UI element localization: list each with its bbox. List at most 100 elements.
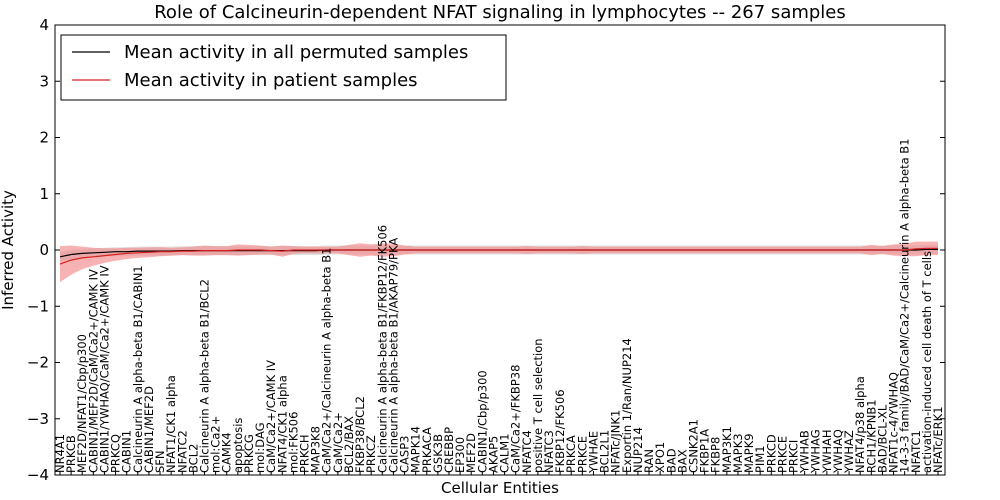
- x-tick-label: BAD: [664, 448, 678, 473]
- x-tick-label: NFAT4/CK1 alpha: [275, 375, 289, 473]
- chart-title: Role of Calcineurin-dependent NFAT signa…: [154, 2, 846, 23]
- x-tick-label: Exportin 1/Ran/NUP214: [620, 338, 634, 473]
- x-tick-label: CaM/Ca2+/Calcineurin A alpha-beta B1: [320, 248, 334, 473]
- x-tick-label: CaM/Ca2+/FKBP38: [509, 365, 523, 473]
- x-tick-label: PRKCG: [242, 434, 256, 473]
- category-labels: NR4A1PRKCBMEF2D/NFAT1/Cbp/p300CABIN1/MEF…: [53, 138, 945, 475]
- y-tick-label: 4: [39, 16, 49, 34]
- x-tick-label: YWHAQ: [831, 429, 845, 474]
- x-tick-label: YWHAH: [820, 429, 834, 474]
- x-tick-label: FKBP38/BCL2: [353, 396, 367, 473]
- x-tick-label: MAPK9: [742, 433, 756, 473]
- x-tick-label: MEF2D/NFAT1/Cbp/p300: [75, 334, 89, 473]
- x-tick-label: GSK3B: [431, 434, 445, 473]
- x-tick-label: PRKCB: [64, 435, 78, 473]
- x-tick-label: CaM/Ca2+: [331, 412, 345, 473]
- x-tick-label: EP300: [453, 437, 467, 473]
- y-tick-label: −4: [27, 466, 49, 484]
- x-tick-label: CALM1: [498, 433, 512, 473]
- x-tick-label: CaM/Ca2+/CAMK IV: [264, 360, 278, 473]
- x-tick-label: apoptosis: [231, 418, 245, 473]
- x-tick-label: NFATC3: [542, 430, 556, 473]
- x-tick-label: PRKCH: [298, 434, 312, 473]
- x-tick-label: CABIN1/YWHAQ/CaM/Ca2+/CAMK IV: [98, 265, 112, 473]
- x-tick-label: SFN: [153, 450, 167, 473]
- x-tick-label: MEF2D: [464, 433, 478, 473]
- x-tick-label: YWHAZ: [842, 430, 856, 474]
- x-tick-label: Calcineurin A alpha-beta B1/FKBP12/FK506: [375, 225, 389, 473]
- x-tick-label: 14-3-3 family/BAD/CaM/Ca2+/Calcineurin A…: [898, 138, 912, 473]
- x-tick-label: Calcineurin A alpha-beta B1/BCL2: [198, 279, 212, 473]
- x-tick-label: PRKCE: [575, 436, 589, 473]
- x-tick-label: positive T cell selection: [531, 338, 545, 473]
- x-tick-label: CAMK4: [220, 432, 234, 473]
- x-tick-label: PRKCE: [775, 436, 789, 473]
- x-tick-label: NFATC1: [909, 430, 923, 473]
- legend-label-permuted: Mean activity in all permuted samples: [124, 42, 468, 63]
- x-tick-label: MAPK14: [409, 426, 423, 473]
- x-tick-label: BAX: [675, 449, 689, 473]
- x-tick-label: MAP3K1: [720, 426, 734, 473]
- x-tick-label: CSNK2A1: [687, 419, 701, 473]
- x-tick-label: mol:Ca2+: [209, 416, 223, 473]
- x-axis-label: Cellular Entities: [441, 479, 559, 497]
- x-tick-label: CABIN1/MEF2D/CaM/Ca2+/CAMK IV: [86, 269, 100, 473]
- x-tick-label: BCL2/BAX: [342, 416, 356, 473]
- x-tick-label: Calcineurin A alpha-beta B1/CABIN1: [131, 265, 145, 473]
- line-series-1: [59, 247, 938, 265]
- x-tick-label: NUP214: [631, 427, 645, 473]
- x-tick-label: PRKACA: [420, 427, 434, 473]
- x-tick-label: mol:FK506: [286, 412, 300, 473]
- x-tick-label: YWHAB: [798, 430, 812, 474]
- x-tick-label: CASP3: [398, 436, 412, 473]
- x-tick-label: BCL2L1: [598, 430, 612, 473]
- x-tick-label: mol:DAG: [253, 422, 267, 473]
- x-tick-label: YWHAG: [809, 429, 823, 474]
- x-tick-label: CABIN1/Cbp/p300: [475, 370, 489, 473]
- y-axis-label: Inferred Activity: [0, 190, 17, 310]
- x-tick-label: CABIN1: [120, 430, 134, 473]
- confidence-bands: [60, 241, 938, 283]
- x-tick-label: YWHAE: [587, 431, 601, 474]
- x-tick-label: MAPK3: [731, 433, 745, 473]
- x-tick-label: RAN: [642, 449, 656, 473]
- x-tick-label: RCH1/KPNB1: [864, 399, 878, 473]
- x-tick-label: NFAT1/CK1 alpha: [164, 375, 178, 473]
- x-tick-label: NFATC2: [175, 430, 189, 473]
- y-tick-label: 3: [39, 72, 49, 90]
- x-tick-label: Calcineurin A alpha-beta B1/AKAP79/PKA: [386, 238, 400, 473]
- x-tick-label: CREBBP: [442, 427, 456, 473]
- x-tick-label: PRKCI: [787, 440, 801, 473]
- y-tick-label: −3: [27, 410, 49, 428]
- x-tick-label: NFAT1c-4/YWHAQ: [887, 372, 901, 473]
- band-series-1: [60, 241, 938, 283]
- y-tick-label: −1: [27, 297, 49, 315]
- x-tick-label: PRKCD: [764, 434, 778, 473]
- x-tick-label: FKBP8: [709, 437, 723, 473]
- x-tick-label: NFAT4/p38 alpha: [853, 376, 867, 473]
- x-tick-label: NFATC4: [520, 430, 534, 473]
- x-tick-label: activation-induced cell death of T cells: [920, 251, 934, 473]
- legend: Mean activity in all permuted samples Me…: [60, 34, 507, 101]
- y-tick-label: 1: [39, 185, 49, 203]
- x-tick-label: FKBP1A: [698, 429, 712, 473]
- legend-label-patient: Mean activity in patient samples: [124, 70, 418, 91]
- y-axis-ticks: −4 −3 −2 −1 0 1 2 3 4: [27, 16, 945, 484]
- x-tick-label: NFATc/JNK1: [609, 410, 623, 473]
- x-tick-label: NR4A1: [53, 434, 67, 473]
- x-tick-label: PRKCA: [564, 435, 578, 473]
- legend-box: [60, 34, 507, 101]
- x-tick-label: PRKCZ: [364, 435, 378, 473]
- x-tick-label: BCL2: [186, 444, 200, 473]
- x-tick-label: FKBP12/FK506: [553, 389, 567, 473]
- y-tick-label: 0: [39, 241, 49, 259]
- series-lines: [59, 247, 938, 265]
- x-tick-label: BAD/BCL-XL: [875, 404, 889, 473]
- x-tick-label: CABIN1/MEF2D: [142, 386, 156, 473]
- x-tick-label: AKAP5: [486, 436, 500, 473]
- y-tick-label: −2: [27, 354, 49, 372]
- x-tick-label: PRKCQ: [109, 434, 123, 473]
- x-tick-label: PIM1: [753, 445, 767, 473]
- x-tick-label: MAP3K8: [309, 426, 323, 473]
